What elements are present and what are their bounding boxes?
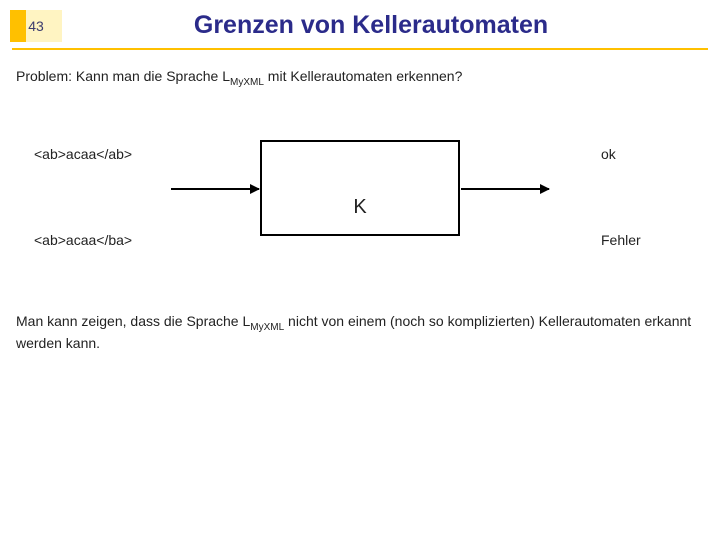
problem-text: Problem: Kann man die Sprache LMyXML mit… [16, 68, 704, 88]
slide-number-box: 43 [10, 10, 62, 42]
arrow-in-icon [171, 188, 259, 190]
problem-prefix: Problem: Kann man die Sprache L [16, 68, 230, 84]
diagram-output-err: Fehler [601, 232, 641, 248]
diagram-input-err: <ab>acaa</ba> [34, 232, 132, 248]
automaton-label: K [353, 196, 366, 219]
conclusion-text: Man kann zeigen, dass die Sprache LMyXML… [16, 312, 700, 353]
slide: 43 Grenzen von Kellerautomaten Problem: … [0, 0, 720, 540]
automaton-box: K [260, 140, 460, 236]
arrow-out-icon [461, 188, 549, 190]
diagram: <ab>acaa</ab> ok K <ab>acaa</ba> Fehler [16, 146, 704, 286]
slide-number: 43 [28, 18, 44, 34]
slide-header: 43 Grenzen von Kellerautomaten [0, 0, 720, 46]
problem-subscript: MyXML [230, 77, 264, 88]
problem-suffix: mit Kellerautomaten erkennen? [264, 68, 462, 84]
conclusion-subscript: MyXML [250, 322, 284, 333]
conclusion-prefix: Man kann zeigen, dass die Sprache L [16, 313, 250, 329]
slide-body: Problem: Kann man die Sprache LMyXML mit… [16, 60, 704, 286]
slide-title: Grenzen von Kellerautomaten [22, 11, 720, 40]
diagram-output-ok: ok [601, 146, 616, 162]
diagram-input-ok: <ab>acaa</ab> [34, 146, 132, 162]
header-divider [12, 48, 708, 50]
